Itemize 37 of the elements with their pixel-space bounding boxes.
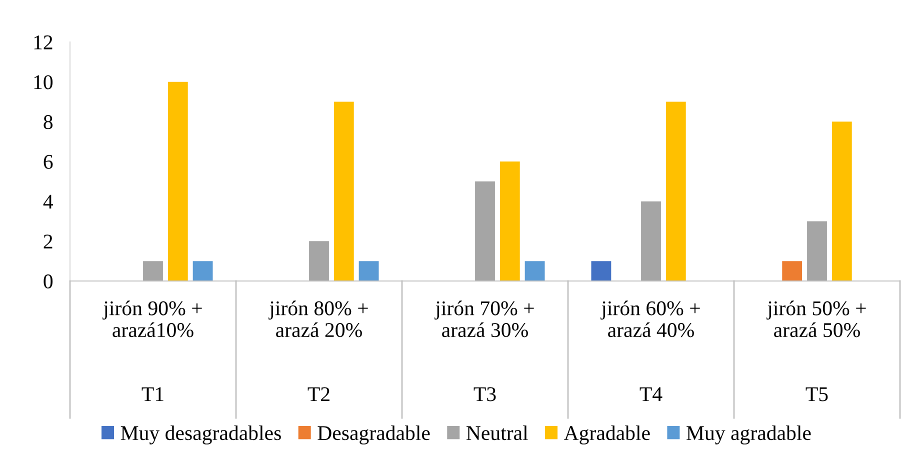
x-tick-label: jirón 70% + arazá 30% xyxy=(434,300,534,338)
y-tick-label: 2 xyxy=(44,234,52,248)
bar xyxy=(524,261,545,281)
bar xyxy=(500,162,520,281)
bar xyxy=(832,122,852,281)
text: T5 xyxy=(806,387,828,402)
bar xyxy=(807,221,827,281)
y-tick-label: 10 xyxy=(34,75,53,90)
y-tick-label: 0 xyxy=(44,274,53,288)
bar xyxy=(475,181,495,281)
x-tick-label: jirón 90% + arazá10% xyxy=(102,300,202,338)
x-tick-label: jirón 50% + arazá 50% xyxy=(766,300,866,338)
y-tick-label: 4 xyxy=(43,194,54,209)
legend-label: Agradable xyxy=(564,425,650,444)
bar xyxy=(168,82,188,281)
x-tick-label: jirón 60% + arazá 40% xyxy=(600,300,700,338)
legend-label: Desagradable xyxy=(318,425,430,444)
text: T2 xyxy=(308,387,330,402)
text: T1 xyxy=(142,387,164,402)
y-tick-label: 6 xyxy=(44,154,53,169)
legend-label: Muy agradable xyxy=(686,425,811,444)
y-tick-label: 8 xyxy=(44,115,53,130)
bar xyxy=(666,102,686,281)
bar xyxy=(192,261,213,281)
bar xyxy=(358,261,379,281)
bar xyxy=(143,261,163,281)
bar xyxy=(641,201,661,281)
x-tick-label: jirón 80% + arazá 20% xyxy=(268,300,368,338)
bar xyxy=(782,261,802,281)
text: T4 xyxy=(640,387,662,402)
bar xyxy=(334,102,354,281)
legend-label: Muy desagradables xyxy=(120,425,281,444)
bar xyxy=(591,261,612,281)
text: T3 xyxy=(474,387,496,402)
y-tick-label: 12 xyxy=(34,35,52,50)
bar xyxy=(309,241,329,281)
legend-label: Neutral xyxy=(466,425,528,440)
